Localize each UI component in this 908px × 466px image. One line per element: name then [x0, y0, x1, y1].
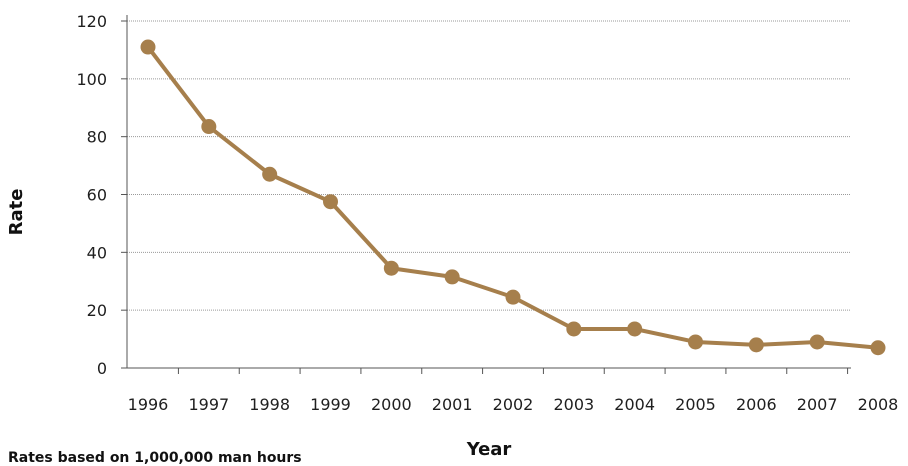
y-axis-title: Rate: [6, 189, 27, 236]
x-tick-label: 2006: [736, 395, 777, 414]
y-tick-label: 40: [87, 243, 107, 262]
x-tick-label: 2004: [614, 395, 655, 414]
y-tick-label: 0: [97, 359, 107, 378]
x-tick-label: 2001: [432, 395, 473, 414]
data-point: [870, 340, 886, 356]
y-tick-label: 100: [76, 70, 107, 89]
x-axis-title: Year: [466, 439, 512, 460]
x-tick-label: 1996: [128, 395, 169, 414]
y-tick-label: 20: [87, 301, 107, 320]
x-tick-label: 2002: [493, 395, 534, 414]
x-tick-label: 2000: [371, 395, 412, 414]
data-point: [444, 269, 460, 285]
y-tick-label: 60: [87, 186, 107, 205]
axes: [121, 15, 851, 374]
data-point: [566, 321, 582, 337]
x-tick-label: 1997: [188, 395, 229, 414]
data-point: [748, 337, 764, 353]
data-point: [809, 334, 825, 350]
data-point: [140, 39, 156, 55]
series: [140, 39, 886, 356]
data-point: [627, 321, 643, 337]
data-point: [262, 166, 278, 182]
data-point: [323, 194, 338, 210]
data-point: [383, 260, 399, 276]
x-tick-label: 2003: [553, 395, 594, 414]
x-tick-label: 2008: [858, 395, 899, 414]
x-tick-label: 1999: [310, 395, 351, 414]
gridlines: [127, 20, 851, 311]
y-tick-label: 120: [76, 12, 107, 31]
x-tick-labels: 1996 1997 1998 1999 2000 2001 2002 2003 2004 2005…: [128, 395, 899, 414]
y-tick-labels: 0 20 40 60 80 100 120: [76, 12, 107, 378]
x-tick-label: 1998: [249, 395, 290, 414]
x-tick-label: 2005: [675, 395, 716, 414]
footnote: Rates based on 1,000,000 man hours: [8, 450, 302, 466]
data-point: [201, 119, 217, 135]
data-point: [505, 289, 521, 305]
x-tick-label: 2007: [797, 395, 838, 414]
data-point: [688, 334, 703, 350]
y-tick-label: 80: [87, 128, 107, 147]
